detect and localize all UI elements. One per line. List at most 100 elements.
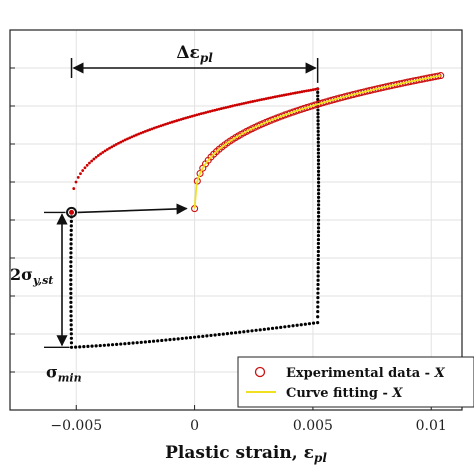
unloading-point	[262, 327, 266, 331]
unloading-point	[316, 173, 321, 177]
unloading-point	[238, 330, 242, 334]
unloading-point	[270, 326, 275, 330]
loading-point	[146, 129, 150, 132]
unloading-point	[164, 338, 168, 342]
unloading-point	[316, 133, 320, 137]
unloading-point	[69, 228, 73, 232]
legend-label-var: X	[391, 386, 403, 401]
unloading-point	[106, 343, 111, 347]
loading-point	[269, 96, 273, 100]
unloading-point	[316, 253, 320, 258]
unloading-point	[201, 334, 205, 338]
unloading-point	[69, 300, 73, 304]
loading-point	[202, 111, 205, 115]
loading-point	[284, 93, 288, 97]
loading-point	[244, 101, 248, 105]
loading-point	[90, 159, 94, 163]
unloading-point	[102, 343, 106, 347]
unloading-point	[307, 322, 312, 326]
unloading-point	[213, 333, 217, 337]
loading-point	[166, 122, 170, 125]
unloading-point	[316, 282, 320, 287]
sigma-start-marker	[66, 206, 78, 218]
unloading-point	[316, 115, 320, 119]
loading-point	[206, 110, 210, 114]
unloading-point	[316, 90, 320, 95]
unloading-point	[316, 203, 321, 207]
loading-point	[74, 180, 78, 184]
unloading-point	[316, 291, 320, 295]
unloading-point	[69, 345, 74, 349]
unloading-point	[316, 241, 321, 246]
unloading-point	[69, 219, 73, 223]
unloading-point	[69, 287, 73, 291]
sigma-min-label: σmin	[46, 362, 82, 384]
loading-point	[117, 141, 120, 145]
loading-point	[105, 148, 109, 151]
unloading-point	[316, 207, 321, 211]
unloading-point	[127, 341, 131, 345]
legend-label: Experimental data - X	[286, 366, 446, 381]
unloading-point	[316, 270, 320, 274]
series-layer	[69, 72, 445, 349]
loading-point	[260, 98, 264, 101]
unloading-point	[291, 324, 295, 328]
legend-label-main: Curve fitting -	[286, 386, 392, 401]
loading-point	[179, 117, 183, 121]
unloading-point	[316, 188, 321, 192]
loading-point	[211, 109, 214, 113]
unloading-point	[316, 266, 320, 270]
unloading-point	[316, 94, 320, 98]
unloading-point	[295, 323, 299, 327]
unloading-point	[316, 140, 320, 144]
unloading-point	[316, 261, 320, 266]
loading-point	[143, 129, 147, 133]
loading-point	[112, 144, 116, 148]
unloading-point	[316, 119, 320, 123]
unloading-point	[316, 296, 320, 300]
loading-point	[83, 166, 87, 170]
unloading-point	[69, 291, 73, 295]
unloading-point	[316, 274, 320, 278]
x-tick-label: 0	[190, 418, 199, 434]
loading-point	[137, 132, 141, 136]
loading-point	[226, 105, 230, 109]
loading-point	[215, 108, 219, 112]
unloading-point	[316, 166, 321, 170]
unloading-point	[69, 309, 73, 313]
unloading-point	[316, 184, 321, 188]
unloading-point	[316, 287, 320, 291]
loading-point	[251, 100, 255, 103]
unloading-point	[209, 333, 213, 338]
loading-point	[72, 187, 76, 190]
unloading-point	[311, 321, 316, 325]
loading-point	[123, 138, 127, 142]
loading-point	[150, 127, 154, 131]
loading-point	[161, 123, 165, 127]
two-sigma-label-sub: y,st	[32, 274, 53, 287]
unloading-point	[69, 341, 74, 345]
loading-point	[170, 120, 174, 124]
loading-point	[92, 157, 96, 161]
loading-point	[255, 99, 259, 102]
unloading-point	[69, 336, 73, 340]
unloading-point	[69, 233, 73, 237]
unloading-point	[303, 322, 307, 326]
unloading-point	[69, 323, 73, 327]
unloading-point	[184, 336, 188, 340]
unloading-point	[316, 137, 320, 141]
loading-point	[76, 175, 80, 179]
loading-point	[237, 102, 241, 106]
legend-label-var: X	[434, 366, 446, 381]
tick-layer: −0.005 0 0.005 0.01	[10, 67, 447, 434]
loading-point	[222, 106, 226, 110]
unloading-point	[221, 332, 225, 336]
loading-point	[249, 100, 252, 104]
loading-point	[233, 104, 237, 107]
unloading-point	[151, 339, 156, 343]
loading-point	[157, 125, 161, 128]
loading-point	[267, 96, 270, 100]
unloading-point	[316, 210, 321, 215]
experimental-point	[196, 169, 204, 178]
loading-point	[193, 114, 196, 117]
